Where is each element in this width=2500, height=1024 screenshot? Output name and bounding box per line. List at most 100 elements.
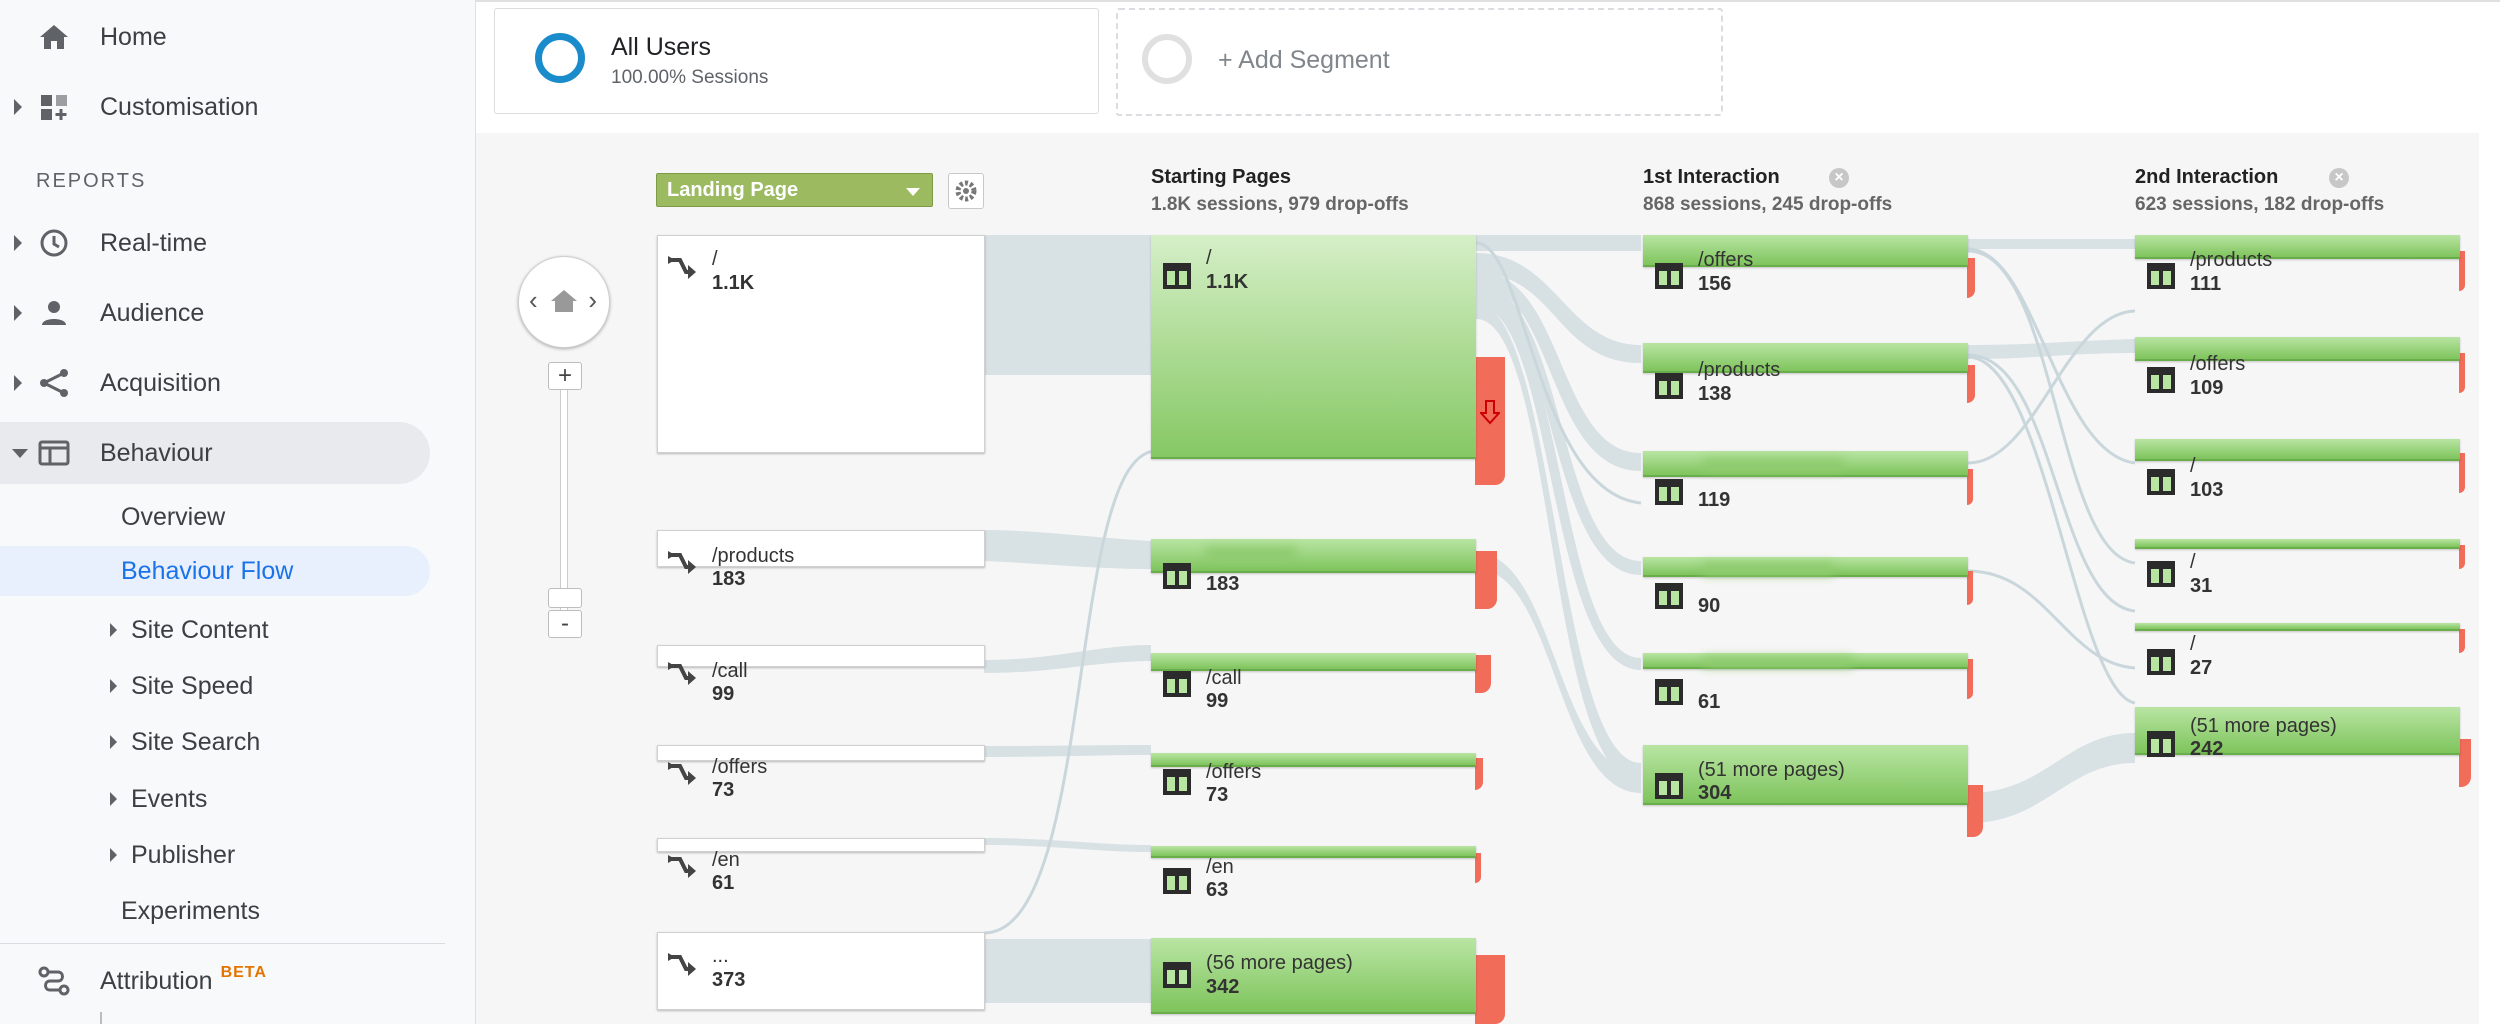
nav-site-speed[interactable]: Site Speed	[0, 661, 430, 711]
zoom-pan-control[interactable]: ‹ ›	[518, 256, 610, 348]
nav-site-search[interactable]: Site Search	[0, 717, 430, 767]
interaction-1-node[interactable]: (51 more pages) 304	[1643, 745, 1968, 805]
starting-node[interactable]: /offers 73	[1151, 753, 1476, 806]
dropoff-bar[interactable]	[1967, 659, 1973, 699]
home-icon[interactable]	[549, 287, 579, 315]
settings-button[interactable]	[948, 173, 984, 209]
node-name: /products	[2190, 249, 2273, 271]
dropoff-bar[interactable]	[1475, 853, 1481, 883]
dropoff-bar[interactable]	[1967, 571, 1973, 605]
dropoff-bar[interactable]	[1475, 758, 1483, 790]
nav-home[interactable]: Home	[0, 6, 475, 68]
node-name: /products	[1698, 359, 1781, 381]
column-stats-starting: 1.8K sessions, 979 drop-offs	[1151, 194, 1409, 215]
dropoff-bar[interactable]	[1967, 365, 1975, 403]
starting-node[interactable]: 183	[1151, 539, 1476, 595]
dropoff-bar[interactable]	[1475, 551, 1497, 609]
nav-publisher[interactable]: Publisher	[0, 830, 430, 880]
page-icon	[1163, 263, 1191, 289]
nav-audience[interactable]: Audience	[0, 282, 475, 344]
pan-left-button[interactable]: ‹	[529, 285, 538, 315]
dropoff-bar[interactable]	[1475, 655, 1491, 693]
interaction-1-node[interactable]: 90	[1643, 557, 1968, 617]
dropoff-bar[interactable]	[1967, 785, 1983, 837]
node-name-hidden	[1703, 459, 1843, 471]
nav-events[interactable]: Events	[0, 774, 430, 824]
node-value: 138	[1698, 383, 1732, 405]
interaction-1-node[interactable]: 119	[1643, 451, 1968, 511]
page-icon	[2147, 731, 2175, 757]
dropoff-bar[interactable]	[1967, 469, 1973, 505]
nav-attribution-label: Attribution BETA	[100, 964, 267, 996]
nav-behaviour[interactable]: Behaviour	[0, 422, 430, 484]
remove-step-icon[interactable]: ×	[2329, 168, 2349, 188]
node-value: 242	[2190, 738, 2224, 760]
entrance-arrow-icon	[668, 953, 696, 976]
nav-audience-label: Audience	[100, 298, 205, 327]
dropoff-bar[interactable]	[2459, 545, 2465, 569]
interaction-2-node[interactable]: / 103	[2135, 439, 2460, 501]
nav-acquisition-label: Acquisition	[100, 368, 221, 397]
dropdown-value: Landing Page	[667, 179, 799, 201]
landing-node[interactable]: /en 61	[657, 838, 985, 894]
node-name: /	[1206, 247, 1212, 269]
interaction-1-node[interactable]: /offers 156	[1643, 235, 1968, 295]
pan-right-button[interactable]: ›	[588, 285, 597, 315]
node-name: /	[2190, 455, 2196, 477]
nav-customisation[interactable]: Customisation	[0, 76, 475, 138]
dropoff-bar[interactable]	[2459, 739, 2471, 787]
interaction-2-node[interactable]: / 31	[2135, 539, 2460, 597]
starting-node[interactable]: /call 99	[1151, 653, 1476, 712]
starting-node[interactable]: (56 more pages) 342	[1151, 938, 1476, 1014]
page-icon	[1655, 263, 1683, 289]
landing-node[interactable]: ... 373	[657, 932, 985, 1010]
node-name: /offers	[1698, 249, 1754, 271]
zoom-slider-handle[interactable]	[548, 588, 582, 608]
page-icon	[1163, 563, 1191, 589]
interaction-2-node[interactable]: /offers 109	[2135, 337, 2460, 399]
landing-node[interactable]: /products 183	[657, 530, 985, 590]
interaction-1-node[interactable]: 61	[1643, 653, 1968, 713]
dropoff-bar[interactable]	[1475, 955, 1505, 1024]
dropoff-bar[interactable]	[2459, 629, 2465, 653]
add-segment-button[interactable]: + Add Segment	[1116, 8, 1723, 116]
page-icon	[2147, 561, 2175, 587]
zoom-in-button[interactable]: +	[548, 362, 582, 390]
starting-node[interactable]: /en 63	[1151, 846, 1476, 901]
node-name: /offers	[1206, 761, 1262, 783]
dropoff-bar[interactable]	[2459, 353, 2465, 393]
nav-overview[interactable]: Overview	[121, 502, 226, 531]
landing-node[interactable]: /call 99	[657, 645, 985, 705]
dropoff-bar[interactable]	[2459, 453, 2465, 493]
entrance-arrow-icon	[668, 762, 696, 785]
landing-node[interactable]: /offers 73	[657, 745, 985, 801]
nav-attribution[interactable]: Attribution BETA	[0, 950, 475, 1012]
dropoff-bar[interactable]	[2459, 251, 2465, 291]
interaction-1-node[interactable]: /products 138	[1643, 343, 1968, 405]
node-name: /	[2190, 551, 2196, 573]
interaction-2-node[interactable]: / 27	[2135, 623, 2460, 679]
starting-node[interactable]: / 1.1K	[1151, 235, 1476, 459]
sidebar: Home Customisation REPORTS Real-time Aud…	[0, 0, 476, 1024]
interaction-2-node[interactable]: (51 more pages) 242	[2135, 707, 2460, 760]
landing-node[interactable]: / 1.1K	[657, 235, 985, 453]
nav-behaviour-flow[interactable]: Behaviour Flow	[0, 546, 430, 596]
node-name: /en	[1206, 856, 1234, 878]
remove-step-icon[interactable]: ×	[1829, 168, 1849, 188]
person-icon	[42, 301, 66, 325]
landing-page-dropdown[interactable]: Landing Page	[656, 173, 933, 207]
dropoff-bar[interactable]	[1475, 357, 1505, 485]
node-value: 61	[1698, 691, 1721, 713]
nav-acquisition[interactable]: Acquisition	[0, 352, 475, 414]
nav-realtime[interactable]: Real-time	[0, 212, 475, 274]
attribution-icon	[38, 966, 70, 996]
zoom-out-button[interactable]: -	[548, 610, 582, 638]
dropoff-bar[interactable]	[1967, 258, 1975, 298]
nav-site-content-label: Site Content	[131, 615, 269, 644]
nav-site-content[interactable]: Site Content	[0, 605, 430, 655]
nav-experiments[interactable]: Experiments	[121, 896, 260, 925]
node-value: 63	[1206, 879, 1229, 901]
interaction-2-node[interactable]: /products 111	[2135, 235, 2460, 295]
segment-all-users[interactable]: All Users 100.00% Sessions	[494, 8, 1099, 114]
node-value: 109	[2190, 377, 2224, 399]
